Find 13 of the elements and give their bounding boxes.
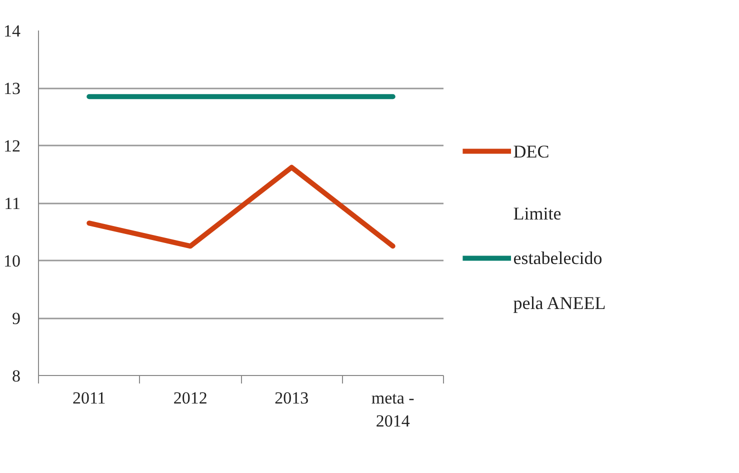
y-tick-label: 10	[4, 252, 20, 270]
y-tick-label: 14	[4, 22, 21, 40]
y-tick-label: 8	[12, 366, 20, 386]
x-tick-label: 2011	[72, 388, 106, 408]
text: Limite estabelecido pela ANEEL	[513, 203, 606, 314]
y-tick-label: 13	[4, 79, 20, 98]
x-tick-label: 2012	[173, 388, 208, 408]
y-tick-label: 12	[4, 136, 20, 156]
x-tick-label: 2013	[274, 388, 309, 408]
x-tick-label: meta - 2014	[371, 388, 415, 430]
y-tick-label: 9	[12, 309, 20, 328]
y-tick-label: 11	[4, 194, 21, 213]
legend-label: DEC	[513, 141, 550, 162]
